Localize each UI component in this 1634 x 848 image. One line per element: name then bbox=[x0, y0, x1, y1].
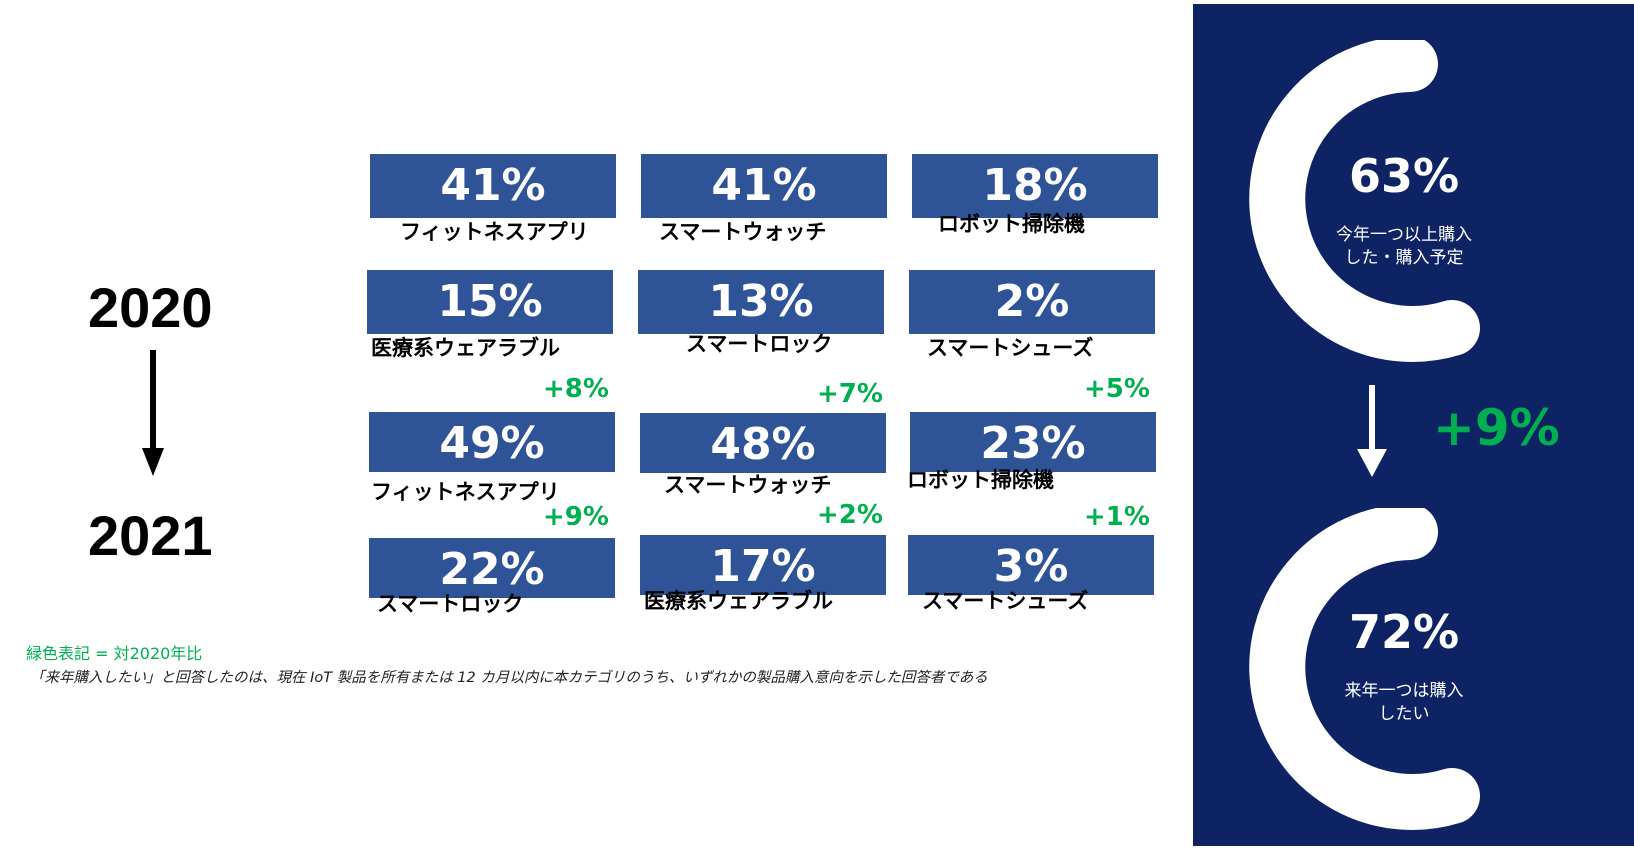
tile-2020-medical-wearable: 15% 医療系ウェアラブル bbox=[367, 270, 613, 370]
delta-badge: +5% bbox=[1084, 374, 1150, 404]
tile-percent: 22% bbox=[439, 544, 545, 595]
tile-2021-smart-shoes: 3% スマートシューズ bbox=[908, 535, 1154, 635]
tile-label: 医療系ウェアラブル bbox=[644, 589, 833, 613]
tile-percent: 23% bbox=[980, 418, 1086, 469]
tile-label: ロボット掃除機 bbox=[907, 468, 1054, 492]
tile-label: スマートシューズ bbox=[927, 336, 1094, 360]
tile-percent: 48% bbox=[710, 419, 816, 470]
delta-badge: +2% bbox=[817, 500, 883, 530]
tile-label: 医療系ウェアラブル bbox=[371, 336, 560, 360]
summary-delta: +9% bbox=[1433, 399, 1560, 457]
next-year-percent: 72% bbox=[1348, 605, 1460, 659]
tile-box: 18% bbox=[912, 154, 1158, 218]
tile-2020-robot-vacuum: 18% ロボット掃除機 bbox=[912, 154, 1158, 254]
tile-percent: 49% bbox=[439, 418, 545, 469]
tile-label: スマートウォッチ bbox=[664, 473, 832, 497]
tile-box: 3% bbox=[908, 535, 1154, 595]
delta-badge: +9% bbox=[543, 502, 609, 532]
delta-badge: +8% bbox=[543, 374, 609, 404]
tile-box: 17% bbox=[640, 535, 886, 595]
tile-percent: 17% bbox=[710, 541, 816, 592]
tile-box: 15% bbox=[367, 270, 613, 334]
tile-label: スマートロック bbox=[377, 592, 524, 616]
tile-2021-smartwatch: 48% スマートウォッチ bbox=[640, 413, 886, 513]
tile-2020-smart-lock: 13% スマートロック bbox=[638, 270, 884, 370]
tile-box: 41% bbox=[641, 154, 887, 218]
next-year-caption: 来年一つは購入 したい bbox=[1344, 681, 1464, 724]
ring-gauge-icon bbox=[1249, 40, 1480, 362]
tile-2020-smart-shoes: 2% スマートシューズ bbox=[909, 270, 1155, 370]
tile-box: 48% bbox=[640, 413, 886, 473]
tile-percent: 15% bbox=[437, 276, 543, 327]
tile-2020-smartwatch: 41% スマートウォッチ bbox=[641, 154, 887, 254]
tile-2021-fitness-app: 49% フィットネスアプリ bbox=[369, 412, 615, 512]
definition-note: 「来年購入したい」と回答したのは、現在 IoT 製品を所有または 12 カ月以内… bbox=[30, 670, 988, 686]
tile-percent: 18% bbox=[982, 160, 1088, 211]
tile-percent: 2% bbox=[994, 276, 1070, 327]
tile-percent: 41% bbox=[711, 160, 817, 211]
tile-label: スマートシューズ bbox=[922, 589, 1089, 613]
tile-percent: 3% bbox=[993, 541, 1069, 592]
tile-label: フィットネスアプリ bbox=[371, 480, 560, 504]
tile-label: スマートロック bbox=[686, 332, 833, 356]
tile-box: 2% bbox=[909, 270, 1155, 334]
tile-2021-medical-wearable: 17% 医療系ウェアラブル bbox=[640, 535, 886, 635]
tile-2021-robot-vacuum: 23% ロボット掃除機 bbox=[907, 412, 1156, 512]
delta-badge: +7% bbox=[817, 379, 883, 409]
tile-2020-fitness-app: 41% フィットネスアプリ bbox=[370, 154, 616, 254]
this-year-percent: 63% bbox=[1348, 149, 1460, 203]
tile-box: 23% bbox=[910, 412, 1156, 472]
tile-box: 49% bbox=[369, 412, 615, 472]
this-year-caption: 今年一つ以上購入 した・購入予定 bbox=[1336, 225, 1472, 268]
tile-percent: 41% bbox=[440, 160, 546, 211]
tile-label: スマートウォッチ bbox=[659, 220, 827, 244]
tile-label: ロボット掃除機 bbox=[938, 212, 1085, 236]
arrow-down-icon bbox=[142, 350, 164, 476]
legend-note: 緑色表記 = 対2020年比 bbox=[26, 644, 203, 663]
tile-percent: 13% bbox=[708, 276, 814, 327]
delta-badge: +1% bbox=[1084, 502, 1150, 532]
year-to-label: 2021 bbox=[88, 504, 213, 567]
tile-2021-smart-lock: 22% スマートロック bbox=[369, 538, 615, 638]
arrow-down-icon bbox=[1357, 385, 1387, 477]
year-from-label: 2020 bbox=[88, 276, 213, 339]
tile-label: フィットネスアプリ bbox=[400, 220, 589, 244]
tile-box: 41% bbox=[370, 154, 616, 218]
tile-box: 22% bbox=[369, 538, 615, 598]
ring-gauge-icon bbox=[1249, 508, 1480, 830]
tile-box: 13% bbox=[638, 270, 884, 334]
